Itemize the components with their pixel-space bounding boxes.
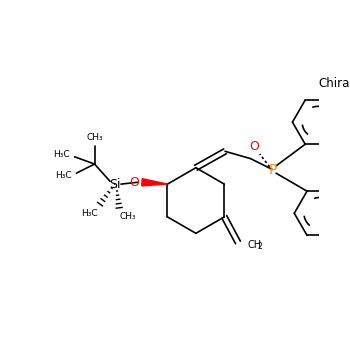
- Text: H₃C: H₃C: [81, 209, 97, 218]
- Text: H₃C: H₃C: [54, 149, 70, 159]
- Text: P: P: [268, 162, 277, 176]
- Text: CH: CH: [247, 240, 261, 250]
- Text: O: O: [130, 176, 140, 189]
- Polygon shape: [142, 178, 167, 186]
- Text: Si: Si: [109, 177, 120, 191]
- Text: O: O: [249, 140, 259, 153]
- Text: 2: 2: [257, 243, 262, 251]
- Text: CH₃: CH₃: [86, 133, 103, 142]
- Text: H₃C: H₃C: [55, 170, 72, 180]
- Text: Chiral: Chiral: [319, 77, 350, 90]
- Text: CH₃: CH₃: [120, 212, 136, 222]
